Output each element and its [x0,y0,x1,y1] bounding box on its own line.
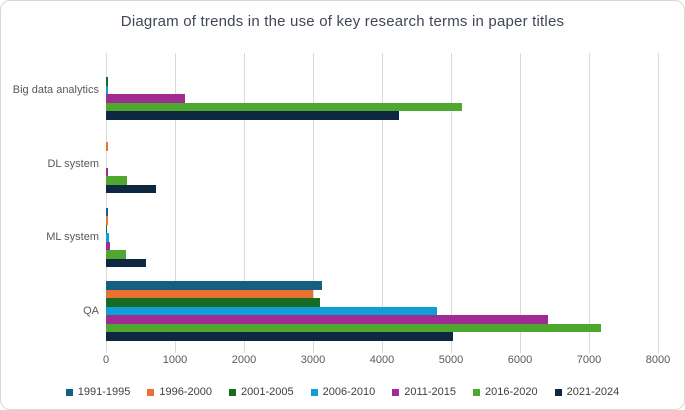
legend-swatch-icon [147,388,155,396]
bar-group-ml-system [106,201,658,275]
bar-2006-2010 [106,233,110,242]
x-axis-labels: 0 1000 2000 3000 4000 5000 6000 7000 8000 [1,354,684,368]
legend-swatch-icon [310,388,318,396]
x-tick-label: 3000 [300,354,326,366]
gridline [451,53,452,353]
x-tick-label: 5000 [438,354,464,366]
category-label: DL system [47,157,99,170]
bar-2001-2005 [106,298,320,307]
bar-2021-2024 [106,111,400,120]
bar-2021-2024 [106,184,157,194]
bar-2021-2024 [106,258,147,268]
bar-1991-1995 [106,207,109,217]
legend-swatch-icon [554,388,562,396]
bar-group-big-data-analytics [106,53,658,127]
bar-2011-2015 [106,241,111,251]
legend: 1991-1995 1996-2000 2001-2005 2006-2010 2011… [1,386,684,398]
legend-swatch-icon [473,388,480,396]
legend-swatch-icon [65,388,73,396]
bar-2016-2020 [106,250,126,259]
bar-2016-2020 [106,102,463,112]
bar-group-qa [106,274,658,348]
legend-label: 1991-1995 [77,386,131,398]
bar-2011-2015 [106,315,548,324]
gridline [520,53,521,353]
legend-item-1991-1995: 1991-1995 [65,386,131,398]
legend-item-2001-2005: 2001-2005 [228,386,294,398]
gridline [175,53,176,353]
legend-item-2021-2024: 2021-2024 [554,386,620,398]
gridline [658,53,659,353]
legend-item-2006-2010: 2006-2010 [310,386,376,398]
x-tick-label: 6000 [507,354,533,366]
legend-label: 2011-2015 [404,386,456,398]
x-tick-label: 2000 [231,354,257,366]
gridline [382,53,383,353]
bar-2001-2005 [106,224,108,234]
legend-item-1996-2000: 1996-2000 [147,386,212,398]
legend-label: 2006-2010 [322,386,376,398]
legend-label: 2016-2020 [485,386,538,398]
legend-swatch-icon [228,388,236,396]
x-tick-label: 4000 [369,354,395,366]
legend-swatch-icon [392,388,400,396]
bar-2016-2020 [106,323,602,333]
bar-2011-2015 [106,94,186,103]
gridline [313,53,314,353]
bar-1996-2000 [106,142,108,151]
x-tick-label: 7000 [576,354,602,366]
category-label: QA [83,305,99,318]
category-label: ML system [46,231,99,244]
x-tick-label: 8000 [645,354,671,366]
bar-1996-2000 [106,216,109,225]
bar-2021-2024 [106,332,454,341]
bar-1996-2000 [106,289,313,299]
legend-item-2011-2015: 2011-2015 [392,386,456,398]
gridline [106,53,107,353]
legend-label: 1996-2000 [159,386,212,398]
y-axis-labels: Big data analytics DL system ML system QA [1,53,99,348]
gridline [589,53,590,353]
category-label: Big data analytics [12,83,99,96]
legend-item-2016-2020: 2016-2020 [473,386,538,398]
x-tick-label: 1000 [162,354,188,366]
bar-2001-2005 [106,77,108,86]
bar-2006-2010 [106,85,109,95]
legend-label: 2021-2024 [566,386,620,398]
gridline [244,53,245,353]
x-tick-label: 0 [102,354,110,366]
bar-1991-1995 [106,281,322,290]
plot-area [106,53,659,353]
bar-2016-2020 [106,176,128,185]
chart-title: Diagram of trends in the use of key rese… [120,13,565,30]
bar-group-dl-system [106,127,658,201]
bar-2011-2015 [106,167,108,177]
bar-2006-2010 [106,306,438,316]
legend-label: 2001-2005 [240,386,294,398]
